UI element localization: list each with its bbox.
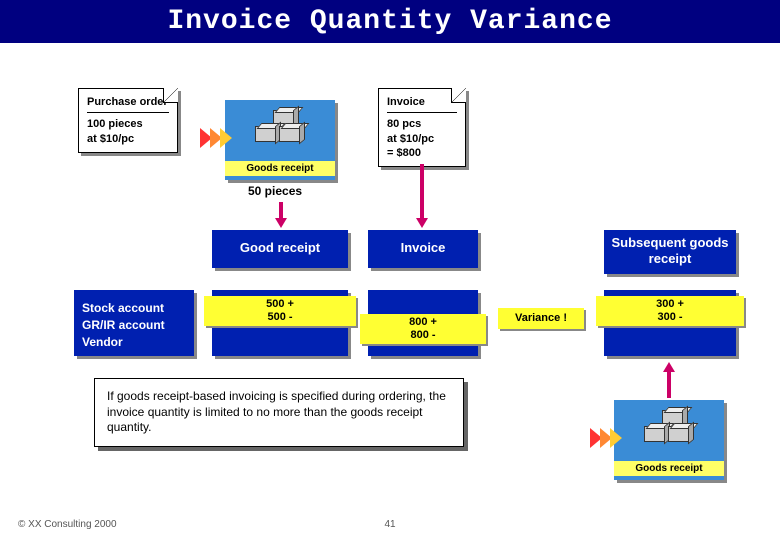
strip-inv: 800 + 800 -	[360, 314, 486, 344]
title-bar: Invoice Quantity Variance	[0, 0, 780, 43]
chevrons-1	[200, 128, 230, 148]
header-good-receipt: Good receipt	[212, 230, 348, 268]
po-detail2: at $10/pc	[87, 132, 169, 146]
fifty-pieces: 50 pieces	[248, 184, 302, 198]
strip-sub: 300 + 300 -	[596, 296, 744, 326]
gr-label-2: Goods receipt	[614, 461, 724, 476]
note-box: If goods receipt-based invoicing is spec…	[94, 378, 464, 447]
header-invoice: Invoice	[368, 230, 478, 268]
page-number: 41	[384, 519, 395, 530]
goods-receipt-box-1: Goods receipt	[225, 100, 335, 180]
gr-label-1: Goods receipt	[225, 161, 335, 176]
strip-variance: Variance !	[498, 308, 584, 329]
invoice-l2: at $10/pc	[387, 132, 457, 146]
invoice-note: Invoice 80 pcs at $10/pc = $800	[378, 88, 466, 167]
invoice-l3: = $800	[387, 146, 457, 160]
footer: © XX Consulting 2000	[18, 519, 117, 530]
acct-stock: Stock account	[82, 300, 186, 317]
strip-gr: 500 + 500 -	[204, 296, 356, 326]
acct-vendor: Vendor	[82, 334, 186, 351]
accounts-box: Stock account GR/IR account Vendor	[74, 290, 194, 356]
po-heading: Purchase order	[87, 95, 169, 109]
po-detail1: 100 pieces	[87, 117, 169, 131]
invoice-l1: 80 pcs	[387, 117, 457, 131]
purchase-order-note: Purchase order 100 pieces at $10/pc	[78, 88, 178, 153]
goods-receipt-box-2: Goods receipt	[614, 400, 724, 480]
invoice-heading: Invoice	[387, 95, 457, 109]
header-subsequent: Subsequent goods receipt	[604, 230, 736, 274]
acct-grir: GR/IR account	[82, 317, 186, 334]
chevrons-2	[590, 428, 620, 448]
